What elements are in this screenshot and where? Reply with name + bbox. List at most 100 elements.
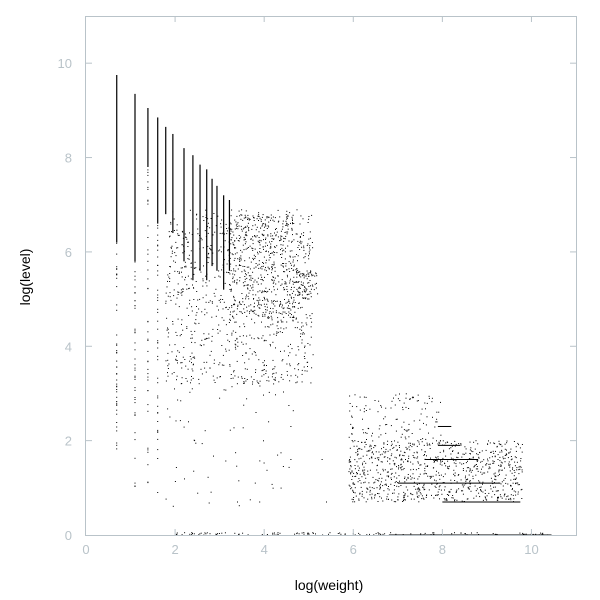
data-point [406, 479, 408, 481]
data-point [378, 400, 380, 402]
data-point [254, 322, 256, 324]
data-point [252, 225, 254, 227]
data-point [426, 402, 428, 404]
data-point [294, 368, 296, 370]
data-point [258, 297, 260, 299]
data-point [242, 244, 244, 246]
data-point [451, 533, 453, 535]
data-point [457, 452, 459, 454]
data-point [469, 453, 471, 454]
data-point [147, 200, 149, 202]
data-point [431, 494, 432, 496]
data-point [389, 463, 391, 465]
data-point [177, 362, 178, 364]
data-point [301, 241, 303, 243]
data-point [116, 422, 118, 423]
data-point [270, 243, 272, 245]
data-point [308, 273, 310, 275]
data-point [387, 488, 389, 490]
data-point [282, 265, 284, 267]
data-point [352, 489, 354, 491]
data-point [351, 433, 353, 435]
data-point [380, 434, 382, 436]
data-point [395, 501, 397, 503]
data-point [178, 306, 180, 308]
data-point [275, 394, 276, 396]
data-point [419, 489, 421, 491]
data-point [463, 463, 465, 465]
data-point [276, 332, 278, 334]
data-point [177, 350, 179, 352]
data-point [200, 368, 202, 370]
data-point [116, 304, 118, 306]
data-point [268, 267, 270, 269]
data-point [196, 312, 198, 314]
data-point [302, 235, 304, 236]
data-point [255, 263, 257, 264]
data-point [222, 354, 224, 356]
data-point [191, 306, 193, 308]
data-point [479, 496, 481, 498]
data-point [286, 216, 287, 218]
data-point [499, 469, 501, 471]
data-point [169, 281, 171, 282]
data-point [157, 342, 159, 344]
data-point [265, 225, 267, 227]
data-point [506, 449, 507, 451]
data-point [134, 358, 136, 360]
data-point [265, 262, 267, 264]
data-point [193, 470, 195, 472]
data-point [412, 468, 414, 470]
data-point [435, 456, 437, 458]
data-point [373, 453, 374, 455]
data-point [191, 368, 193, 370]
data-point [418, 501, 420, 503]
data-point [291, 216, 293, 218]
data-point [232, 311, 234, 313]
data-point [201, 345, 202, 347]
data-point [477, 470, 479, 472]
data-point [240, 236, 242, 238]
data-point [361, 495, 363, 497]
data-point [116, 391, 118, 393]
data-point [233, 303, 235, 305]
data-point [385, 479, 387, 481]
data-point [246, 294, 247, 296]
data-point [272, 323, 274, 325]
data-point [235, 452, 237, 454]
data-point [190, 382, 191, 384]
data-point [267, 317, 269, 319]
data-point [218, 533, 220, 534]
data-point [246, 315, 248, 317]
data-point [191, 310, 193, 312]
data-point [231, 209, 233, 211]
data-point [349, 447, 351, 449]
data-point [307, 298, 309, 300]
data-point [389, 449, 391, 451]
data-point [497, 497, 498, 498]
data-point [326, 501, 327, 503]
data-point [299, 271, 301, 273]
data-point [303, 273, 305, 275]
data-point [147, 188, 149, 190]
data-point [381, 477, 383, 479]
data-point [218, 299, 220, 301]
data-point [356, 473, 358, 475]
data-point [339, 532, 341, 534]
data-point [431, 401, 433, 403]
data-point [363, 471, 365, 473]
data-point [410, 469, 412, 471]
data-point [499, 444, 501, 446]
data-point [299, 286, 301, 288]
data-point [285, 265, 287, 267]
data-point [243, 236, 245, 238]
data-point [134, 387, 136, 389]
data-point [176, 532, 178, 534]
data-point [311, 313, 313, 315]
data-point [429, 444, 431, 446]
data-point [387, 450, 389, 452]
data-point [473, 497, 475, 499]
data-point [198, 383, 200, 385]
data-point [268, 259, 270, 261]
data-point [243, 249, 245, 251]
